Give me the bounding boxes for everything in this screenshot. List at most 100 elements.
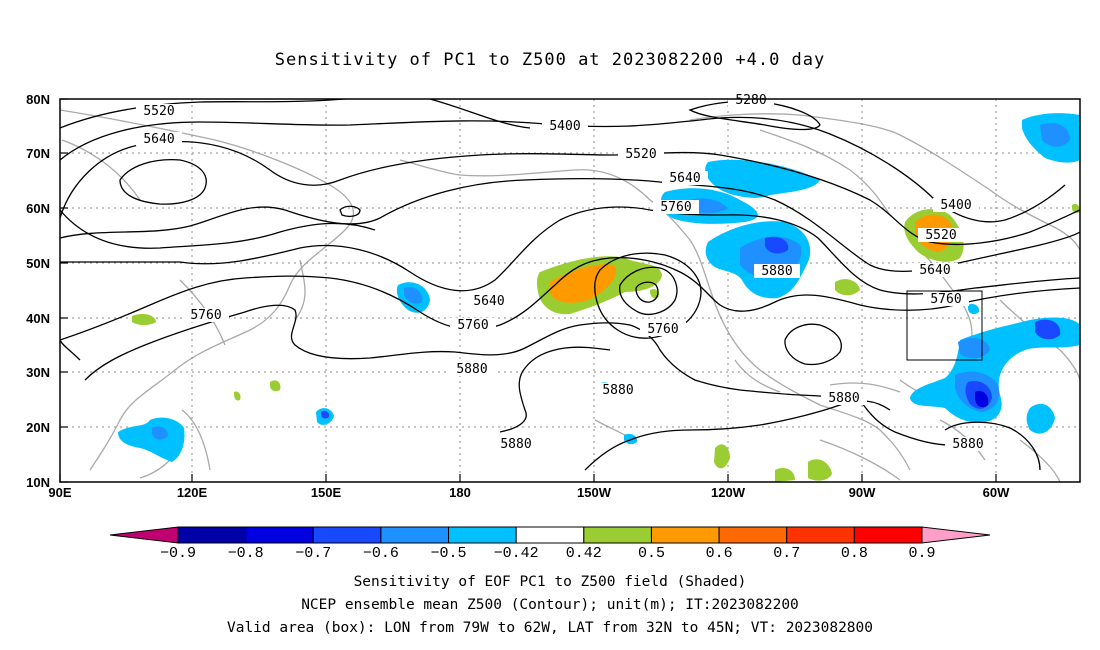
contour-label: 5880 xyxy=(493,437,539,452)
shade-pos-9 xyxy=(714,444,730,469)
valid-area-box xyxy=(906,290,983,361)
contour-label: 5760 xyxy=(0,0,16,4)
svg-text:5760: 5760 xyxy=(0,0,16,4)
contour-label: 5880 xyxy=(595,383,641,398)
svg-text:5880: 5880 xyxy=(456,362,487,377)
chart-title: Sensitivity of PC1 to Z500 at 2023082200… xyxy=(274,50,826,70)
svg-text:5880: 5880 xyxy=(761,264,792,279)
colorbar-tick-label: 0.42 xyxy=(566,545,602,562)
colorbar-tick-label: −0.6 xyxy=(363,545,399,562)
lon-label: 90E xyxy=(48,485,71,500)
shade-neg-14 xyxy=(1035,319,1061,340)
shade-pos-7 xyxy=(270,380,281,392)
contour-label: 5880 xyxy=(754,264,800,279)
lon-label: 60W xyxy=(983,485,1010,500)
longitude-labels: 90E 120E 150E 180 150W 120W 90W 60W xyxy=(48,485,1010,500)
contour-label: 5640 xyxy=(466,294,512,309)
shade-pos-12 xyxy=(775,468,795,482)
shade-neg-16 xyxy=(1040,123,1070,147)
shade-neg-17 xyxy=(1026,403,1055,434)
colorbar-tick-label: −0.9 xyxy=(160,545,196,562)
colorbar-tick-label: −0.42 xyxy=(494,545,539,562)
colorbar-box xyxy=(177,526,247,544)
shade-pos-8 xyxy=(234,391,241,401)
lat-label: 30N xyxy=(26,365,50,380)
colorbar-box xyxy=(448,526,517,544)
colorbar-box xyxy=(245,526,314,544)
lat-label: 50N xyxy=(26,256,50,271)
shade-neg-18 xyxy=(118,417,185,462)
contour-label-group: 5280 5400 5400 5520 5520 5520 5640 5640 … xyxy=(0,0,991,452)
shade-pos-6 xyxy=(132,314,156,325)
shade-neg-8 xyxy=(404,286,423,304)
colorbar-tick-label: −0.5 xyxy=(431,545,467,562)
lon-label: 120E xyxy=(177,485,208,500)
colorbar-box xyxy=(650,526,720,544)
contour-label: 5760 xyxy=(653,200,699,215)
contour-label: 5760 xyxy=(183,308,229,323)
svg-text:5640: 5640 xyxy=(669,171,700,186)
shade-neg-1 xyxy=(705,159,820,198)
colorbar-box xyxy=(718,526,788,544)
colorbar-max-triangle xyxy=(921,526,991,544)
colorbar-box xyxy=(853,526,923,544)
svg-text:5400: 5400 xyxy=(549,119,580,134)
contour-label: 5640 xyxy=(912,263,958,278)
svg-text:5880: 5880 xyxy=(602,383,633,398)
axis-ticks xyxy=(59,98,997,483)
contour-label: 5520 xyxy=(918,228,964,243)
svg-text:5880: 5880 xyxy=(952,437,983,452)
colorbar-tick-label: 0.7 xyxy=(773,545,800,562)
colorbar-tick-label: −0.8 xyxy=(228,545,264,562)
footer-line-3: Valid area (box): LON from 79W to 62W, L… xyxy=(226,620,873,636)
lon-label: 150E xyxy=(311,485,342,500)
contour-label: 5280 xyxy=(728,93,774,108)
footer-line-2: NCEP ensemble mean Z500 (Contour); unit(… xyxy=(301,597,799,613)
shade-pos-10 xyxy=(808,459,832,481)
colorbar-box xyxy=(312,526,382,544)
svg-text:5400: 5400 xyxy=(940,198,971,213)
contour-label: 5520 xyxy=(136,104,182,119)
colorbar-box xyxy=(583,526,652,544)
lon-label: 180 xyxy=(449,485,471,500)
contour-label: 5520 xyxy=(618,147,664,162)
colorbar-tick-label: 0.6 xyxy=(706,545,733,562)
contour-label: 5400 xyxy=(933,198,979,213)
contour-label: 5760 xyxy=(450,318,496,333)
svg-text:5280: 5280 xyxy=(735,93,766,108)
contour-label: 5760 xyxy=(923,292,969,307)
svg-text:5760: 5760 xyxy=(457,318,488,333)
lat-label: 40N xyxy=(26,311,50,326)
svg-text:5880: 5880 xyxy=(500,437,531,452)
colorbar: −0.9 −0.8 −0.7 −0.6 −0.5 −0.42 0.42 0.5 0.6 0.7 0.… xyxy=(109,526,991,562)
shade-neg-21 xyxy=(321,410,330,419)
lat-label: 60N xyxy=(26,201,50,216)
svg-text:5760: 5760 xyxy=(190,308,221,323)
shade-pos-5 xyxy=(835,279,860,296)
sensitivity-shading xyxy=(118,113,1080,482)
contour-label: 5880 xyxy=(821,391,867,406)
shade-neg-9 xyxy=(910,317,1080,423)
z500-contours xyxy=(60,99,1080,471)
contour-label: 5880 xyxy=(945,437,991,452)
svg-text:5640: 5640 xyxy=(143,132,174,147)
shade-neg-3 xyxy=(690,198,728,214)
colorbar-tick-label: 0.8 xyxy=(841,545,868,562)
lat-label: 70N xyxy=(26,146,50,161)
colorbar-tick-label: 0.9 xyxy=(908,545,935,562)
lon-label: 150W xyxy=(577,485,612,500)
svg-text:5520: 5520 xyxy=(625,147,656,162)
svg-text:5520: 5520 xyxy=(925,228,956,243)
svg-text:5760: 5760 xyxy=(660,200,691,215)
svg-text:5640: 5640 xyxy=(919,263,950,278)
lat-label: 80N xyxy=(26,92,50,107)
lat-label: 10N xyxy=(26,475,50,490)
shade-neg-19 xyxy=(152,426,168,440)
colorbar-box xyxy=(515,526,585,544)
colorbar-box xyxy=(786,526,855,544)
colorbar-tick-label: −0.7 xyxy=(295,545,331,562)
contour-label: 5880 xyxy=(449,362,495,377)
footer-line-1: Sensitivity of EOF PC1 to Z500 field (Sh… xyxy=(353,574,747,590)
shade-pos-2 xyxy=(550,264,616,303)
svg-text:5760: 5760 xyxy=(647,322,678,337)
